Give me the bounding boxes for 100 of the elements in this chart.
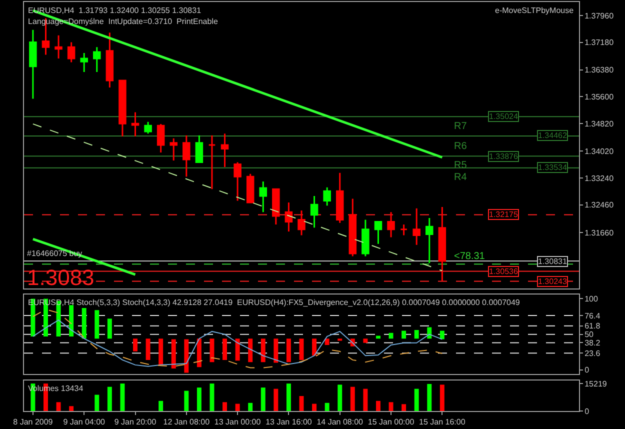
- bar: [376, 400, 380, 411]
- y-tick-label: 1.32460: [584, 200, 614, 210]
- candlestick: [246, 173, 254, 204]
- bar: [299, 338, 304, 360]
- bar: [414, 330, 419, 339]
- bar: [350, 386, 355, 411]
- bar: [56, 402, 61, 411]
- candlestick: [298, 210, 306, 236]
- candlestick: [438, 206, 446, 282]
- bar: [120, 384, 125, 411]
- bar: [235, 338, 240, 361]
- bar: [388, 402, 394, 411]
- x-tick-label: 14 Jan 08:00: [316, 418, 364, 427]
- candlestick: [272, 188, 280, 226]
- bar: [69, 305, 74, 336]
- candlestick: [362, 218, 370, 258]
- y-tick-label: 1.36380: [584, 66, 614, 75]
- bar: [286, 338, 291, 362]
- y-tick-label: 38.2: [584, 338, 601, 348]
- candlestick: [131, 112, 140, 138]
- ref-line-label: 1.30536: [489, 267, 518, 276]
- candlestick: [156, 123, 165, 154]
- bar: [235, 404, 240, 411]
- y-tick-label: 15219: [584, 379, 608, 388]
- candlestick: [67, 42, 76, 64]
- candlestick: [170, 138, 178, 162]
- bar: [363, 388, 368, 411]
- y-tick-label: 1.34820: [584, 119, 614, 128]
- x-tick-label: 9 Jan 20:00: [114, 418, 157, 427]
- candlestick: [284, 202, 293, 232]
- x-tick-label: 13 Jan 00:00: [214, 418, 262, 427]
- bar: [248, 402, 253, 411]
- line-series: [32, 320, 443, 367]
- bar: [440, 330, 444, 340]
- bar: [427, 327, 432, 339]
- y-tick-label: 1.37960: [584, 11, 614, 20]
- candlestick: [54, 34, 62, 60]
- line-series: [32, 308, 443, 368]
- bar: [286, 384, 291, 411]
- x-tick-label: 12 Jan 08:00: [163, 418, 210, 427]
- ref-line-label: 1.30831: [538, 257, 568, 266]
- bar: [427, 384, 432, 411]
- annotation: R7: [454, 121, 468, 132]
- bar: [388, 332, 394, 339]
- candlestick: [310, 195, 318, 228]
- bar: [274, 338, 278, 363]
- candlestick: [144, 121, 152, 134]
- bar: [146, 338, 150, 360]
- candlestick: [259, 180, 268, 213]
- bar: [222, 402, 228, 411]
- x-tick-label: 15 Jan 16:00: [419, 418, 466, 427]
- bar: [299, 396, 304, 411]
- y-tick-label: 61.8: [584, 322, 601, 331]
- candlestick: [106, 32, 114, 88]
- y-tick-label: 1.37180: [584, 38, 614, 48]
- bar: [184, 390, 189, 411]
- bar: [94, 310, 100, 339]
- bar: [107, 386, 112, 411]
- candlestick: [336, 172, 344, 224]
- candlestick: [426, 217, 434, 264]
- bar: [312, 404, 317, 411]
- candlestick: [234, 161, 242, 202]
- y-tick-label: 50: [584, 330, 594, 340]
- ref-line-label: 1.30243: [538, 277, 568, 286]
- candlestick: [374, 221, 382, 245]
- bar: [402, 404, 406, 411]
- candlestick: [80, 52, 88, 73]
- bar: [248, 338, 253, 362]
- y-tick-label: 76.4: [584, 311, 601, 320]
- y-tick-label: 1.31660: [584, 228, 614, 238]
- x-tick-label: 15 Jan 00:00: [368, 418, 415, 427]
- candlestick: [400, 224, 408, 236]
- x-tick-label: 9 Jan 04:00: [63, 418, 106, 427]
- annotation: e-MoveSLTPbyMouse: [495, 6, 574, 15]
- candlestick: [195, 134, 204, 163]
- y-tick-label: 1.34020: [584, 146, 614, 156]
- candlestick: [348, 198, 357, 258]
- bar: [184, 339, 189, 373]
- candlestick: [118, 80, 126, 138]
- candlestick: [220, 132, 229, 168]
- bar: [440, 384, 444, 411]
- ref-line-label: 1.34462: [538, 131, 568, 140]
- candlestick: [387, 211, 395, 238]
- annotation: <78.31: [454, 251, 486, 262]
- bar: [274, 388, 278, 411]
- candlestick: [412, 208, 420, 246]
- y-tick-label: 1.33240: [584, 174, 614, 183]
- candlestick: [208, 134, 216, 190]
- y-tick-label: 1.35600: [584, 92, 614, 102]
- x-tick-label: 8 Jan 2009: [13, 418, 54, 427]
- bar: [107, 318, 112, 339]
- y-tick-label: 23.6: [584, 348, 601, 358]
- ref-line-label: 1.35024: [489, 112, 518, 121]
- bar: [324, 402, 330, 411]
- bar: [210, 384, 214, 411]
- bar: [260, 388, 266, 411]
- bar: [158, 338, 164, 365]
- bar: [376, 336, 380, 339]
- candlestick: [29, 29, 37, 100]
- y-tick-label: 100: [584, 294, 598, 304]
